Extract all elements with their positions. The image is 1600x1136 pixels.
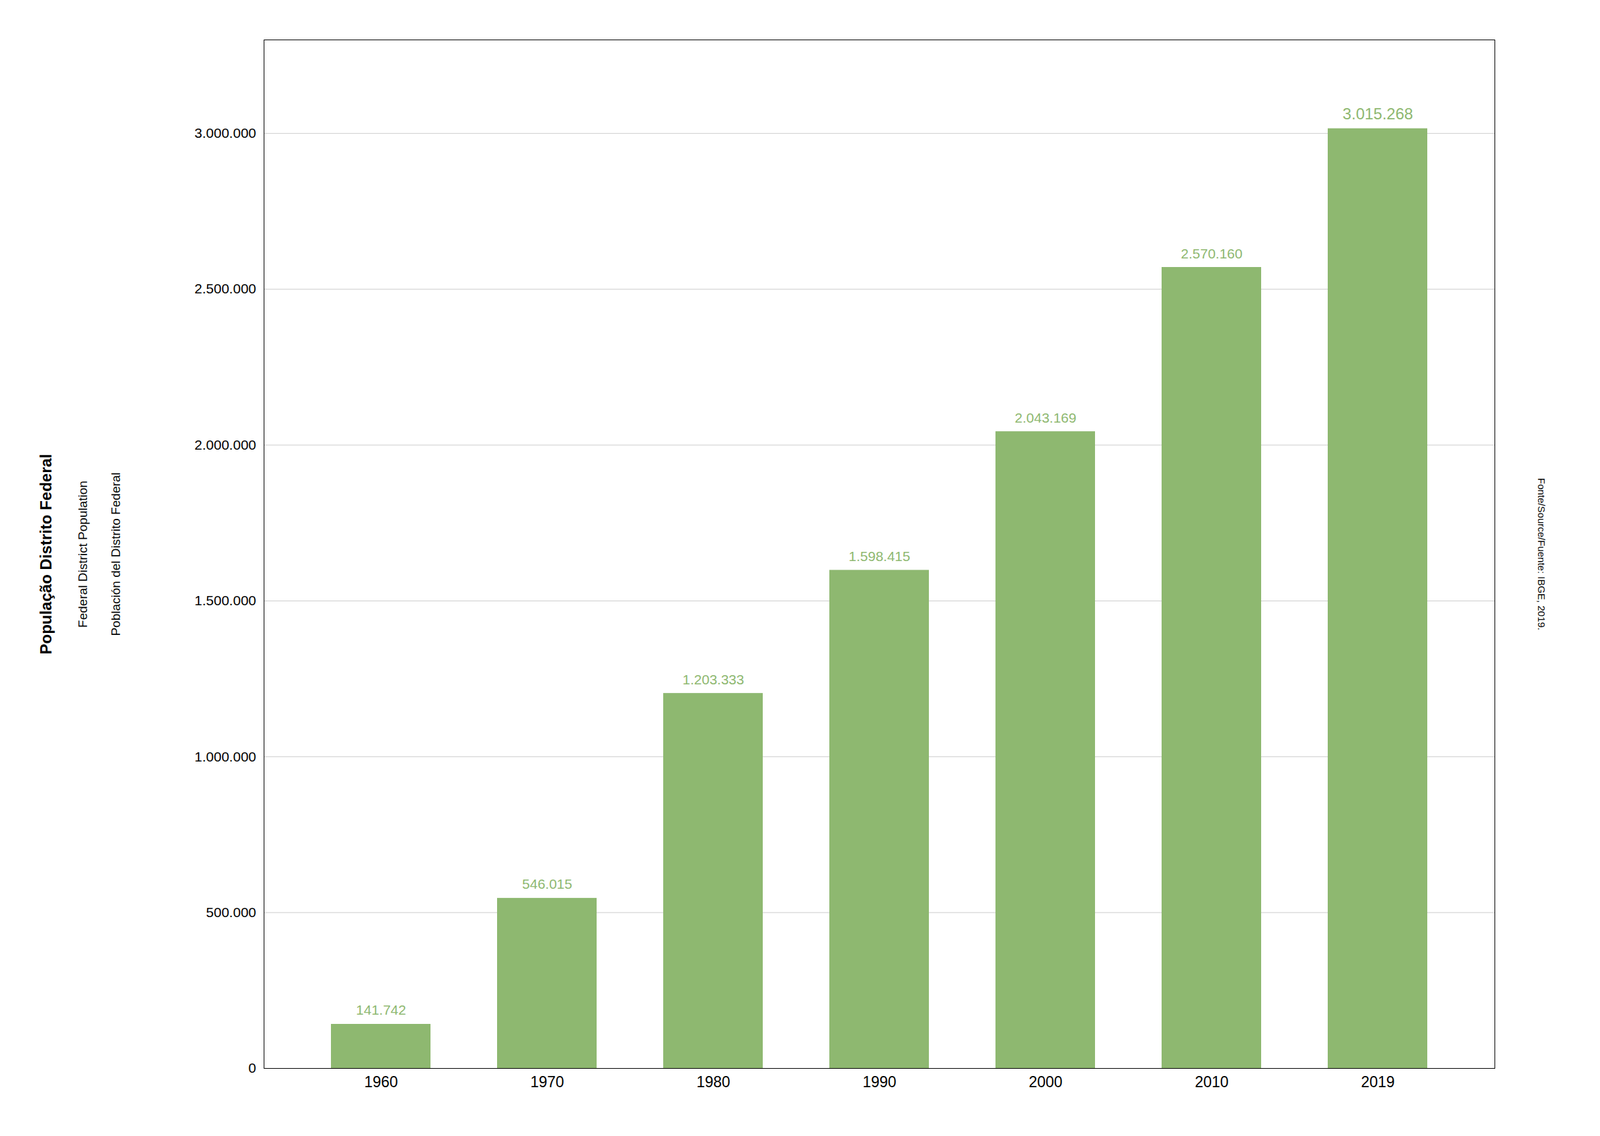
svg-text:2.043.169: 2.043.169 (1014, 410, 1076, 426)
svg-text:2.570.160: 2.570.160 (1180, 245, 1243, 262)
svg-text:2000: 2000 (1028, 1073, 1063, 1091)
svg-text:1.598.415: 1.598.415 (848, 548, 910, 564)
svg-text:2010: 2010 (1194, 1073, 1229, 1091)
svg-text:141.742: 141.742 (355, 1002, 407, 1018)
svg-text:1.500.000: 1.500.000 (194, 592, 256, 608)
svg-text:1.000.000: 1.000.000 (194, 748, 256, 764)
svg-text:1990: 1990 (862, 1073, 896, 1091)
svg-text:1.203.333: 1.203.333 (682, 671, 744, 687)
svg-text:546.015: 546.015 (522, 876, 573, 892)
svg-text:3.015.268: 3.015.268 (1342, 104, 1414, 123)
svg-text:2.000.000: 2.000.000 (194, 437, 256, 453)
svg-text:3.000.000: 3.000.000 (194, 125, 256, 141)
svg-text:Fonte/Source/Fuente: IBGE, 201: Fonte/Source/Fuente: IBGE, 2019. (1536, 477, 1548, 631)
svg-text:1960: 1960 (363, 1073, 398, 1091)
svg-text:Población del Distrito Federal: Población del Distrito Federal (108, 472, 123, 636)
svg-text:500.000: 500.000 (206, 904, 257, 920)
svg-text:1970: 1970 (530, 1073, 564, 1091)
svg-text:2.500.000: 2.500.000 (194, 280, 256, 297)
svg-text:0: 0 (248, 1060, 257, 1076)
svg-text:População Distrito Federal: População Distrito Federal (36, 453, 55, 654)
svg-text:Federal District Population: Federal District Population (75, 480, 90, 628)
svg-text:2019: 2019 (1360, 1073, 1395, 1091)
svg-text:1980: 1980 (696, 1073, 730, 1091)
